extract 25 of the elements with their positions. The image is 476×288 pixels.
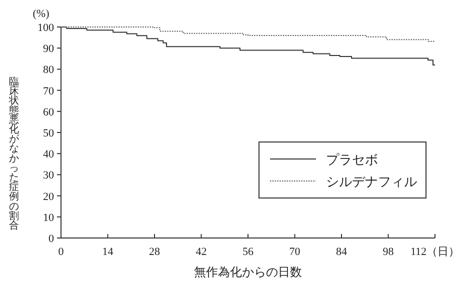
x-tick-label: 42	[196, 246, 207, 258]
y-tick-label: 10	[43, 212, 54, 224]
x-tick-label: 98	[382, 246, 394, 258]
y-tick-label: 0	[48, 233, 54, 245]
x-tick-label: 84	[336, 246, 348, 258]
y-tick-label: 100	[38, 22, 54, 34]
y-tick-label: 70	[43, 85, 54, 98]
x-axis-title: 無作為化からの日数	[194, 265, 302, 279]
x-tick-label: 70	[289, 246, 301, 258]
y-tick-label: 40	[43, 148, 54, 161]
x-tick-label: 0	[58, 246, 64, 258]
legend-label: プラセボ	[326, 152, 378, 167]
text: 臨床状態悪化がなかった症例の割合	[9, 76, 19, 232]
text: (%)	[32, 8, 50, 20]
x-tick-label: 56	[242, 246, 254, 258]
x-tick-label: 28	[149, 246, 160, 258]
legend-label: シルデナフィル	[326, 174, 417, 189]
y-tick-label: 20	[43, 190, 54, 203]
y-tick-label: 30	[43, 170, 54, 182]
y-tick-label: 50	[43, 128, 54, 140]
y-tick-label: 90	[43, 43, 54, 56]
x-tick-label: 14	[102, 246, 114, 258]
y-tick-label: 60	[43, 106, 54, 118]
y-tick-label: 80	[43, 64, 54, 76]
x-tick-label: 112（日）	[410, 246, 460, 258]
